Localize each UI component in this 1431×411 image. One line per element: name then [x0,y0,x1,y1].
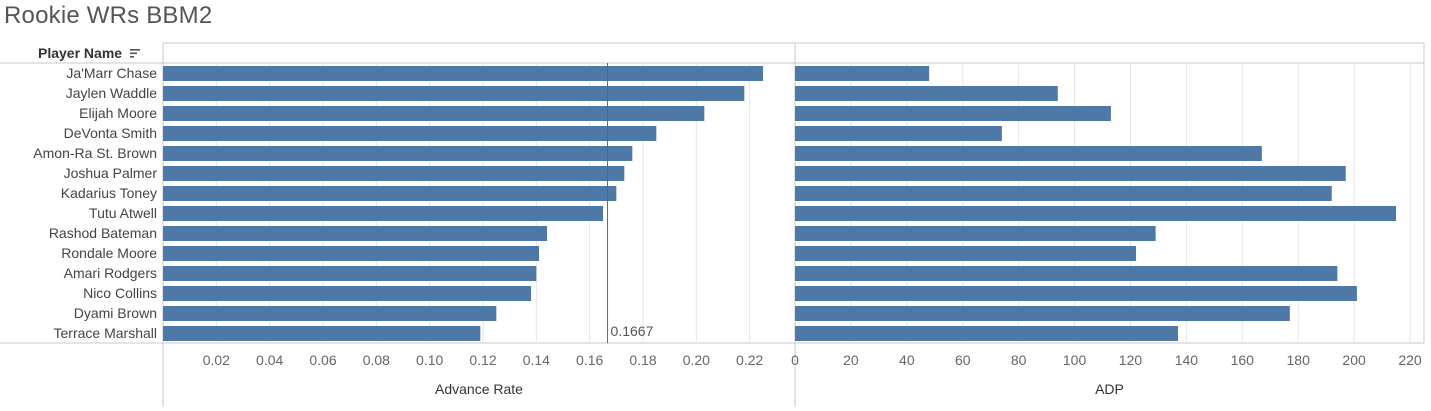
tick-label: 0.14 [523,352,550,368]
axis-title: Advance Rate [435,381,523,397]
player-name-label: Rondale Moore [61,245,157,261]
tick-label: 0.20 [683,352,710,368]
bar [795,66,930,81]
player-name-label: Amon-Ra St. Brown [33,145,157,161]
tick-label: 20 [843,352,859,368]
player-name-label: Jaylen Waddle [66,85,158,101]
bar [163,126,657,141]
sort-descending-icon[interactable] [130,48,141,59]
tick-label: 0 [791,352,799,368]
chart-title: Rookie WRs BBM2 [4,2,213,29]
reference-line-label: 0.1667 [611,323,654,339]
bar [163,306,497,321]
tick-label: 0.16 [576,352,603,368]
tick-label: 0.18 [629,352,656,368]
tick-label: 200 [1342,352,1366,368]
bar [795,286,1357,301]
player-name-label: Ja'Marr Chase [66,65,157,81]
player-name-label: Amari Rodgers [64,265,157,281]
player-name-label: Joshua Palmer [64,165,158,181]
player-name-header[interactable]: Player Name [38,45,123,61]
bar [163,266,537,281]
bar [163,106,705,121]
bar [795,186,1332,201]
bar [795,106,1111,121]
bar [795,166,1346,181]
tick-label: 0.04 [256,352,283,368]
tick-label: 0.02 [203,352,230,368]
tick-label: 120 [1119,352,1143,368]
bar [163,206,603,221]
tick-label: 80 [1011,352,1027,368]
tick-label: 60 [955,352,971,368]
player-name-label: Rashod Bateman [49,225,157,241]
tick-label: 160 [1231,352,1255,368]
bar [163,66,763,81]
tick-label: 0.06 [309,352,336,368]
bar [795,146,1262,161]
player-name-label: DeVonta Smith [64,125,157,141]
tick-label: 180 [1287,352,1311,368]
bar [795,86,1058,101]
player-name-label: Elijah Moore [79,105,157,121]
bar [163,166,625,181]
bar [795,326,1178,341]
tick-label: 220 [1398,352,1422,368]
axis-title: ADP [1095,381,1124,397]
bar [163,146,633,161]
bar [795,266,1338,281]
bar [163,86,745,101]
bar [795,206,1397,221]
player-name-label: Terrace Marshall [54,325,157,341]
bar [795,306,1290,321]
player-name-label: Tutu Atwell [89,205,157,221]
bar [163,246,539,261]
player-name-label: Kadarius Toney [61,185,157,201]
bar [795,126,1002,141]
tick-label: 0.22 [736,352,763,368]
bar [795,226,1156,241]
tick-label: 0.10 [416,352,443,368]
player-name-label: Dyami Brown [74,305,157,321]
bar [163,286,531,301]
tick-label: 0.08 [363,352,390,368]
tick-label: 140 [1175,352,1199,368]
bar [163,186,617,201]
bar [795,246,1137,261]
player-name-label: Nico Collins [83,285,157,301]
tick-label: 0.12 [469,352,496,368]
tick-label: 40 [899,352,915,368]
tick-label: 100 [1063,352,1087,368]
bar [163,226,547,241]
bar [163,326,481,341]
